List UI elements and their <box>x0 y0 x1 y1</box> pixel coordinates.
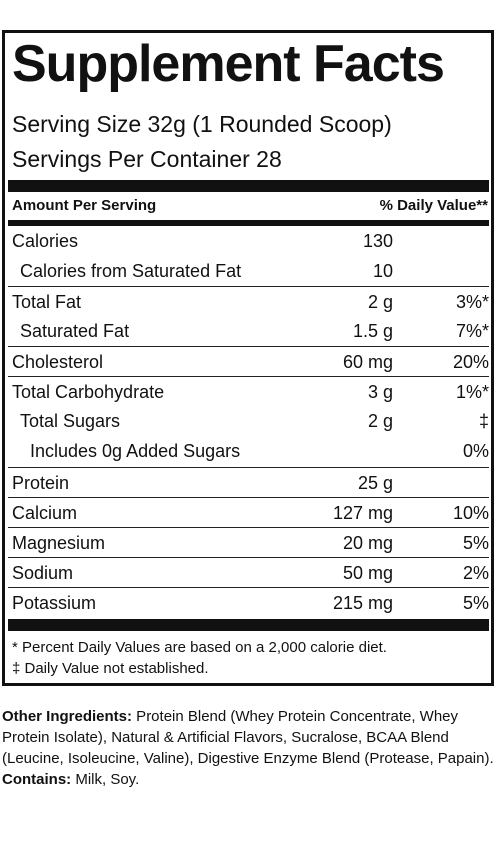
nutrient-row: Calories 130 <box>8 226 489 256</box>
nutrient-amount: 50 mg <box>342 563 393 583</box>
contains-text: Milk, Soy. <box>71 771 140 788</box>
nutrient-amount: 2 g <box>367 411 393 431</box>
nutrient-name: Total Fat <box>12 292 82 312</box>
nutrient-row: Potassium 215 mg 5% <box>8 587 489 617</box>
nutrient-row: Protein 25 g <box>8 467 489 497</box>
nutrient-amount: 1.5 g <box>352 321 393 341</box>
nutrient-amount: 130 <box>362 231 393 251</box>
nutrient-row: Magnesium 20 mg 5% <box>8 527 489 557</box>
nutrient-row: Cholesterol 60 mg 20% <box>8 346 489 376</box>
thick-divider-header <box>8 220 489 226</box>
nutrient-row: Total Sugars 2 g ‡ <box>8 406 489 436</box>
nutrient-amount: 25 g <box>357 473 393 493</box>
thick-divider-bottom <box>8 619 489 631</box>
nutrient-name: Includes 0g Added Sugars <box>30 441 241 461</box>
nutrient-name: Cholesterol <box>12 352 104 372</box>
serving-size: Serving Size 32g (1 Rounded Scoop) <box>12 111 392 137</box>
nutrient-daily-value: 1%* <box>455 382 489 402</box>
nutrient-row: Calories from Saturated Fat 10 <box>8 256 489 286</box>
nutrient-amount: 215 mg <box>332 593 393 613</box>
nutrient-daily-value: 0% <box>462 441 489 461</box>
nutrient-amount: 60 mg <box>342 352 393 372</box>
daily-value-header: % Daily Value** <box>379 197 488 214</box>
panel-title: Supplement Facts <box>12 35 445 93</box>
nutrient-row: Sodium 50 mg 2% <box>8 557 489 587</box>
nutrient-amount: 3 g <box>367 382 393 402</box>
nutrient-name: Protein <box>12 473 70 493</box>
amount-per-serving-header: Amount Per Serving <box>12 197 157 214</box>
nutrient-daily-value: 7%* <box>455 321 489 341</box>
nutrient-daily-value: 2% <box>462 563 489 583</box>
nutrient-name: Total Carbohydrate <box>12 382 165 402</box>
nutrient-row: Total Fat 2 g 3%* <box>8 286 489 316</box>
nutrient-row: Saturated Fat 1.5 g 7%* <box>8 316 489 346</box>
supplement-facts-panel <box>2 30 494 686</box>
other-ingredients-label: Other Ingredients: <box>2 708 133 725</box>
contains: Contains: Milk, Soy. <box>2 769 498 790</box>
other-ingredients: Other Ingredients: Protein Blend (Whey P… <box>2 706 498 769</box>
nutrient-name: Calcium <box>12 503 78 523</box>
nutrient-name: Calories <box>12 231 79 251</box>
ingredients-block: Other Ingredients: Protein Blend (Whey P… <box>2 706 498 790</box>
servings-per-container: Servings Per Container 28 <box>12 146 282 172</box>
nutrient-name: Total Sugars <box>20 411 121 431</box>
nutrient-row: Calcium 127 mg 10% <box>8 497 489 527</box>
footnote-not-established: ‡ Daily Value not established. <box>12 660 209 677</box>
nutrient-daily-value: 5% <box>462 533 489 553</box>
nutrient-name: Sodium <box>12 563 74 583</box>
other-ingredients-text: Protein Blend (Whey Protein Concentrate,… <box>2 708 494 767</box>
nutrient-row: Includes 0g Added Sugars 0% <box>8 436 489 466</box>
thick-divider-top <box>8 180 489 192</box>
nutrient-daily-value: 20% <box>452 352 489 372</box>
nutrient-row: Total Carbohydrate 3 g 1%* <box>8 376 489 406</box>
nutrient-amount: 2 g <box>367 292 393 312</box>
nutrient-amount: 20 mg <box>342 533 393 553</box>
nutrient-name: Potassium <box>12 593 97 613</box>
nutrient-daily-value: 5% <box>462 593 489 613</box>
nutrient-amount: 10 <box>372 261 393 281</box>
contains-label: Contains: <box>2 771 72 788</box>
nutrient-daily-value: 3%* <box>455 292 489 312</box>
nutrient-name: Calories from Saturated Fat <box>20 261 242 281</box>
nutrient-daily-value: ‡ <box>478 411 489 431</box>
nutrient-name: Magnesium <box>12 533 106 553</box>
nutrient-amount: 127 mg <box>332 503 393 523</box>
nutrient-name: Saturated Fat <box>20 321 130 341</box>
footnote-percent-dv: * Percent Daily Values are based on a 2,… <box>12 639 387 656</box>
nutrient-daily-value: 10% <box>452 503 489 523</box>
